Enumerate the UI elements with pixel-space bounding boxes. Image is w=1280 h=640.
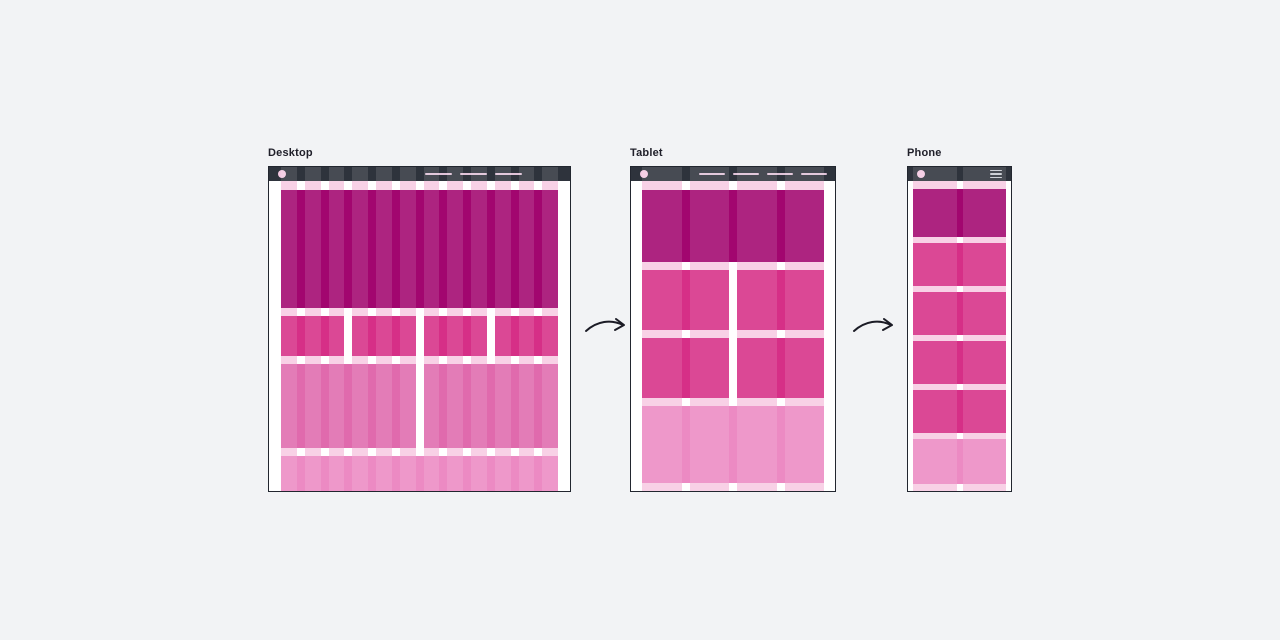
device-content xyxy=(631,181,835,491)
device-label-desktop: Desktop xyxy=(268,147,313,159)
content-block-hero xyxy=(913,189,1006,237)
transform-arrow-tablet-to-phone xyxy=(851,311,897,337)
device-content xyxy=(269,181,570,491)
content-row xyxy=(913,243,1006,286)
content-block-medium xyxy=(642,338,729,398)
nav-link-line xyxy=(495,173,522,175)
nav-link-line xyxy=(425,173,452,175)
nav-link-line xyxy=(460,173,487,175)
desktop-frame xyxy=(268,166,571,492)
window-dot-icon xyxy=(278,170,286,178)
content-block-medium xyxy=(913,341,1006,384)
device-header xyxy=(908,167,1011,181)
content-row xyxy=(281,190,558,308)
content-block-medium xyxy=(423,316,487,356)
hamburger-menu-icon xyxy=(990,169,1002,179)
content-row xyxy=(281,316,558,356)
content-block-hero xyxy=(281,190,558,308)
content-row xyxy=(642,338,824,398)
content-block-soft xyxy=(281,364,416,448)
tablet-frame xyxy=(630,166,836,492)
desktop-mockup: Desktop xyxy=(268,147,571,492)
content-block-light xyxy=(642,406,824,483)
content-block-soft xyxy=(423,364,558,448)
phone-mockup: Phone xyxy=(907,147,1012,492)
content-row xyxy=(913,439,1006,484)
content-block-light xyxy=(281,456,558,491)
nav-link-line xyxy=(699,173,725,175)
content-block-medium xyxy=(352,316,416,356)
device-label-tablet: Tablet xyxy=(630,147,663,159)
hamburger-bar xyxy=(990,169,1002,172)
content-row xyxy=(913,341,1006,384)
content-block-medium xyxy=(281,316,345,356)
content-block-medium xyxy=(913,390,1006,433)
content-row xyxy=(281,456,558,491)
device-header xyxy=(631,167,835,181)
device-label-phone: Phone xyxy=(907,147,942,159)
content-row xyxy=(642,190,824,262)
content-block-medium xyxy=(913,292,1006,335)
content-row xyxy=(642,406,824,483)
content-rows xyxy=(913,189,1006,484)
nav-links xyxy=(425,173,522,175)
nav-link-line xyxy=(733,173,759,175)
transform-arrow-desktop-to-tablet xyxy=(583,311,629,337)
phone-frame xyxy=(907,166,1012,492)
content-block-medium xyxy=(737,338,824,398)
content-row xyxy=(642,270,824,330)
tablet-mockup: Tablet xyxy=(630,147,836,492)
device-content xyxy=(908,181,1011,491)
content-row xyxy=(913,292,1006,335)
content-block-medium xyxy=(737,270,824,330)
nav-links xyxy=(699,173,827,175)
content-row xyxy=(281,364,558,448)
content-row xyxy=(913,390,1006,433)
content-block-medium xyxy=(913,243,1006,286)
nav-link-line xyxy=(801,173,827,175)
content-block-hero xyxy=(642,190,824,262)
content-block-light xyxy=(913,439,1006,484)
hamburger-bar xyxy=(990,173,1002,175)
window-dot-icon xyxy=(917,170,925,178)
window-dot-icon xyxy=(640,170,648,178)
content-block-medium xyxy=(494,316,558,356)
content-block-medium xyxy=(642,270,729,330)
content-row xyxy=(913,189,1006,237)
content-rows xyxy=(281,190,558,491)
hamburger-bar xyxy=(990,176,1002,179)
content-rows xyxy=(642,190,824,483)
device-header xyxy=(269,167,570,181)
nav-link-line xyxy=(767,173,793,175)
